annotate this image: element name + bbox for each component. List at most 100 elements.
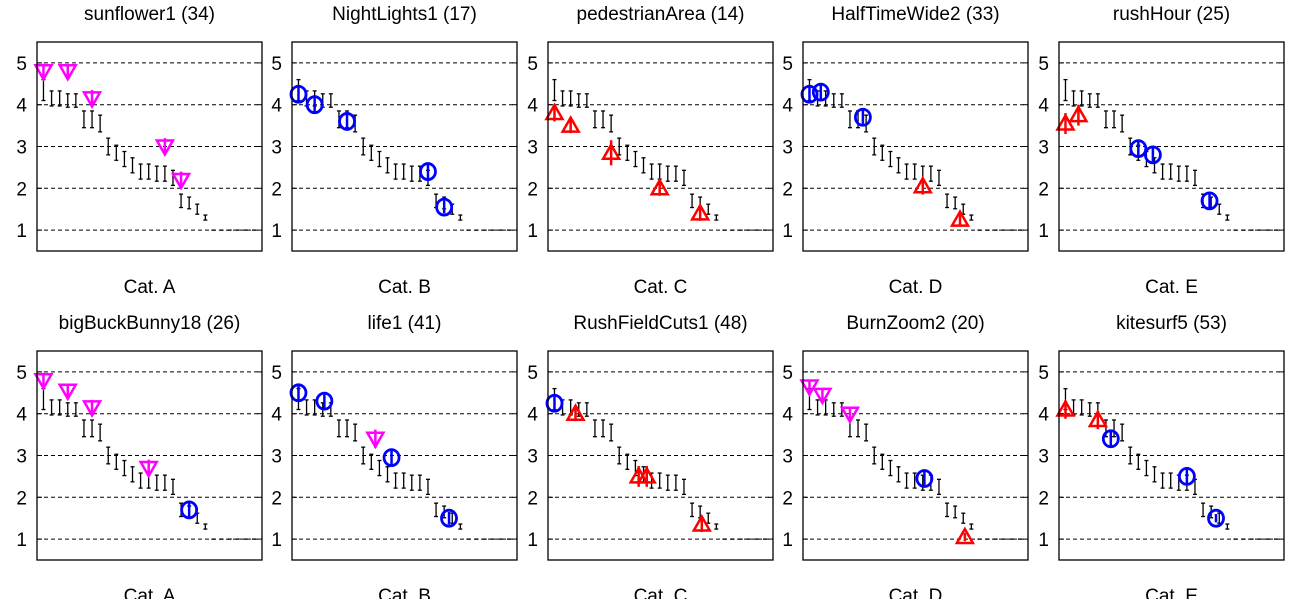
reference-errorbar xyxy=(657,163,662,180)
reference-errorbar xyxy=(625,453,630,470)
reference-errorbar xyxy=(1112,419,1117,438)
reference-errorbar xyxy=(361,137,366,156)
y-tick-label: 5 xyxy=(782,363,793,384)
reference-errorbar xyxy=(568,90,573,107)
reference-errorbar xyxy=(138,163,143,180)
reference-errorbar xyxy=(896,157,901,174)
y-tick-label: 2 xyxy=(16,179,27,200)
panel-4: HalfTimeWide2 (33) 1 2 3 4 5 Cat. D xyxy=(782,4,1029,298)
reference-errorbar xyxy=(831,402,836,417)
reference-errorbar xyxy=(106,137,111,156)
y-tick-label: 1 xyxy=(16,221,27,242)
y-tick-label: 5 xyxy=(782,54,793,75)
y-tick-label: 1 xyxy=(527,221,538,242)
marker-circle xyxy=(180,500,199,520)
reference-errorbar xyxy=(377,459,382,477)
reference-errorbar xyxy=(706,512,711,524)
reference-errorbar xyxy=(714,523,719,530)
reference-errorbar xyxy=(872,137,877,156)
reference-errorbar xyxy=(1225,214,1230,221)
x-axis-label: Cat. B xyxy=(378,277,431,298)
panel-title: BurnZoom2 (20) xyxy=(846,313,984,334)
plot-frame xyxy=(36,350,263,561)
y-tick-label: 1 xyxy=(782,530,793,551)
reference-errorbar xyxy=(872,446,877,465)
marker-triangle-up xyxy=(954,526,976,545)
reference-errorbar xyxy=(401,163,406,180)
reference-errorbar xyxy=(49,90,54,107)
marker-triangle-down xyxy=(81,90,103,109)
reference-errorbar xyxy=(1160,472,1165,489)
reference-errorbar xyxy=(552,78,557,102)
y-tick-label: 1 xyxy=(782,221,793,242)
reference-errorbar xyxy=(393,163,398,180)
marker-circle xyxy=(435,197,454,217)
y-tick-label: 3 xyxy=(1038,138,1049,159)
reference-errorbar xyxy=(1079,90,1084,107)
reference-errorbar xyxy=(162,474,167,491)
panel-title: life1 (41) xyxy=(368,313,442,334)
y-tick-label: 5 xyxy=(16,54,27,75)
reference-errorbar xyxy=(409,474,414,491)
reference-errorbar xyxy=(1103,110,1108,129)
reference-errorbar xyxy=(896,466,901,483)
reference-errorbar xyxy=(393,472,398,489)
y-tick-label: 1 xyxy=(16,530,27,551)
y-tick-label: 3 xyxy=(16,138,27,159)
x-axis-label: Cat. A xyxy=(124,586,176,599)
x-axis-label: Cat. B xyxy=(378,586,431,599)
y-tick-label: 4 xyxy=(16,96,27,117)
marker-triangle-down xyxy=(799,379,820,398)
reference-errorbar xyxy=(73,402,78,417)
reference-errorbar xyxy=(1112,110,1117,129)
marker-triangle-up xyxy=(636,465,657,487)
x-axis-label: Cat. C xyxy=(634,586,688,599)
reference-errorbar xyxy=(1095,93,1100,108)
plot-frame xyxy=(291,350,518,561)
marker-triangle-down xyxy=(81,399,103,418)
marker-circle xyxy=(1129,139,1148,158)
reference-errorbar xyxy=(625,144,630,161)
reference-errorbar xyxy=(1063,78,1068,102)
marker-triangle-down xyxy=(138,459,159,479)
y-tick-label: 2 xyxy=(527,488,538,509)
reference-errorbar xyxy=(98,114,103,133)
panel-title: bigBuckBunny18 (26) xyxy=(59,313,241,334)
y-tick-label: 1 xyxy=(527,530,538,551)
marker-triangle-up xyxy=(560,115,581,134)
reference-errorbar xyxy=(401,472,406,489)
marker-triangle-up xyxy=(1055,112,1076,134)
reference-errorbar xyxy=(576,93,581,108)
reference-errorbar xyxy=(304,399,309,416)
reference-errorbar xyxy=(98,423,103,442)
panel-title: pedestrianArea (14) xyxy=(577,4,745,25)
plot-frame xyxy=(547,350,774,561)
marker-triangle-up xyxy=(1087,409,1109,430)
reference-errorbar xyxy=(1201,502,1206,518)
y-tick-label: 3 xyxy=(271,447,282,468)
reference-errorbar xyxy=(888,150,893,168)
reference-errorbar xyxy=(912,163,917,180)
y-tick-label: 4 xyxy=(1038,405,1049,426)
reference-errorbar xyxy=(122,150,127,168)
marker-triangle-up xyxy=(912,175,933,195)
reference-errorbar xyxy=(633,150,638,168)
reference-errorbar xyxy=(1168,163,1173,180)
reference-errorbar xyxy=(609,114,614,133)
plot-frame xyxy=(291,41,518,252)
reference-errorbar xyxy=(936,478,941,496)
marker-triangle-up xyxy=(649,177,670,196)
reference-errorbar xyxy=(195,203,200,215)
reference-errorbar xyxy=(584,93,589,108)
y-tick-label: 4 xyxy=(271,405,282,426)
reference-errorbar xyxy=(81,419,86,438)
reference-errorbar xyxy=(560,90,565,107)
x-axis-label: Cat. E xyxy=(1145,277,1198,298)
marker-triangle-down xyxy=(33,372,54,391)
panel-2: NightLights1 (17) 1 2 3 4 5 Cat. B xyxy=(271,4,518,298)
reference-errorbar xyxy=(170,478,175,496)
reference-errorbar xyxy=(425,478,430,496)
reference-errorbar xyxy=(90,419,95,438)
reference-errorbar xyxy=(130,466,135,483)
